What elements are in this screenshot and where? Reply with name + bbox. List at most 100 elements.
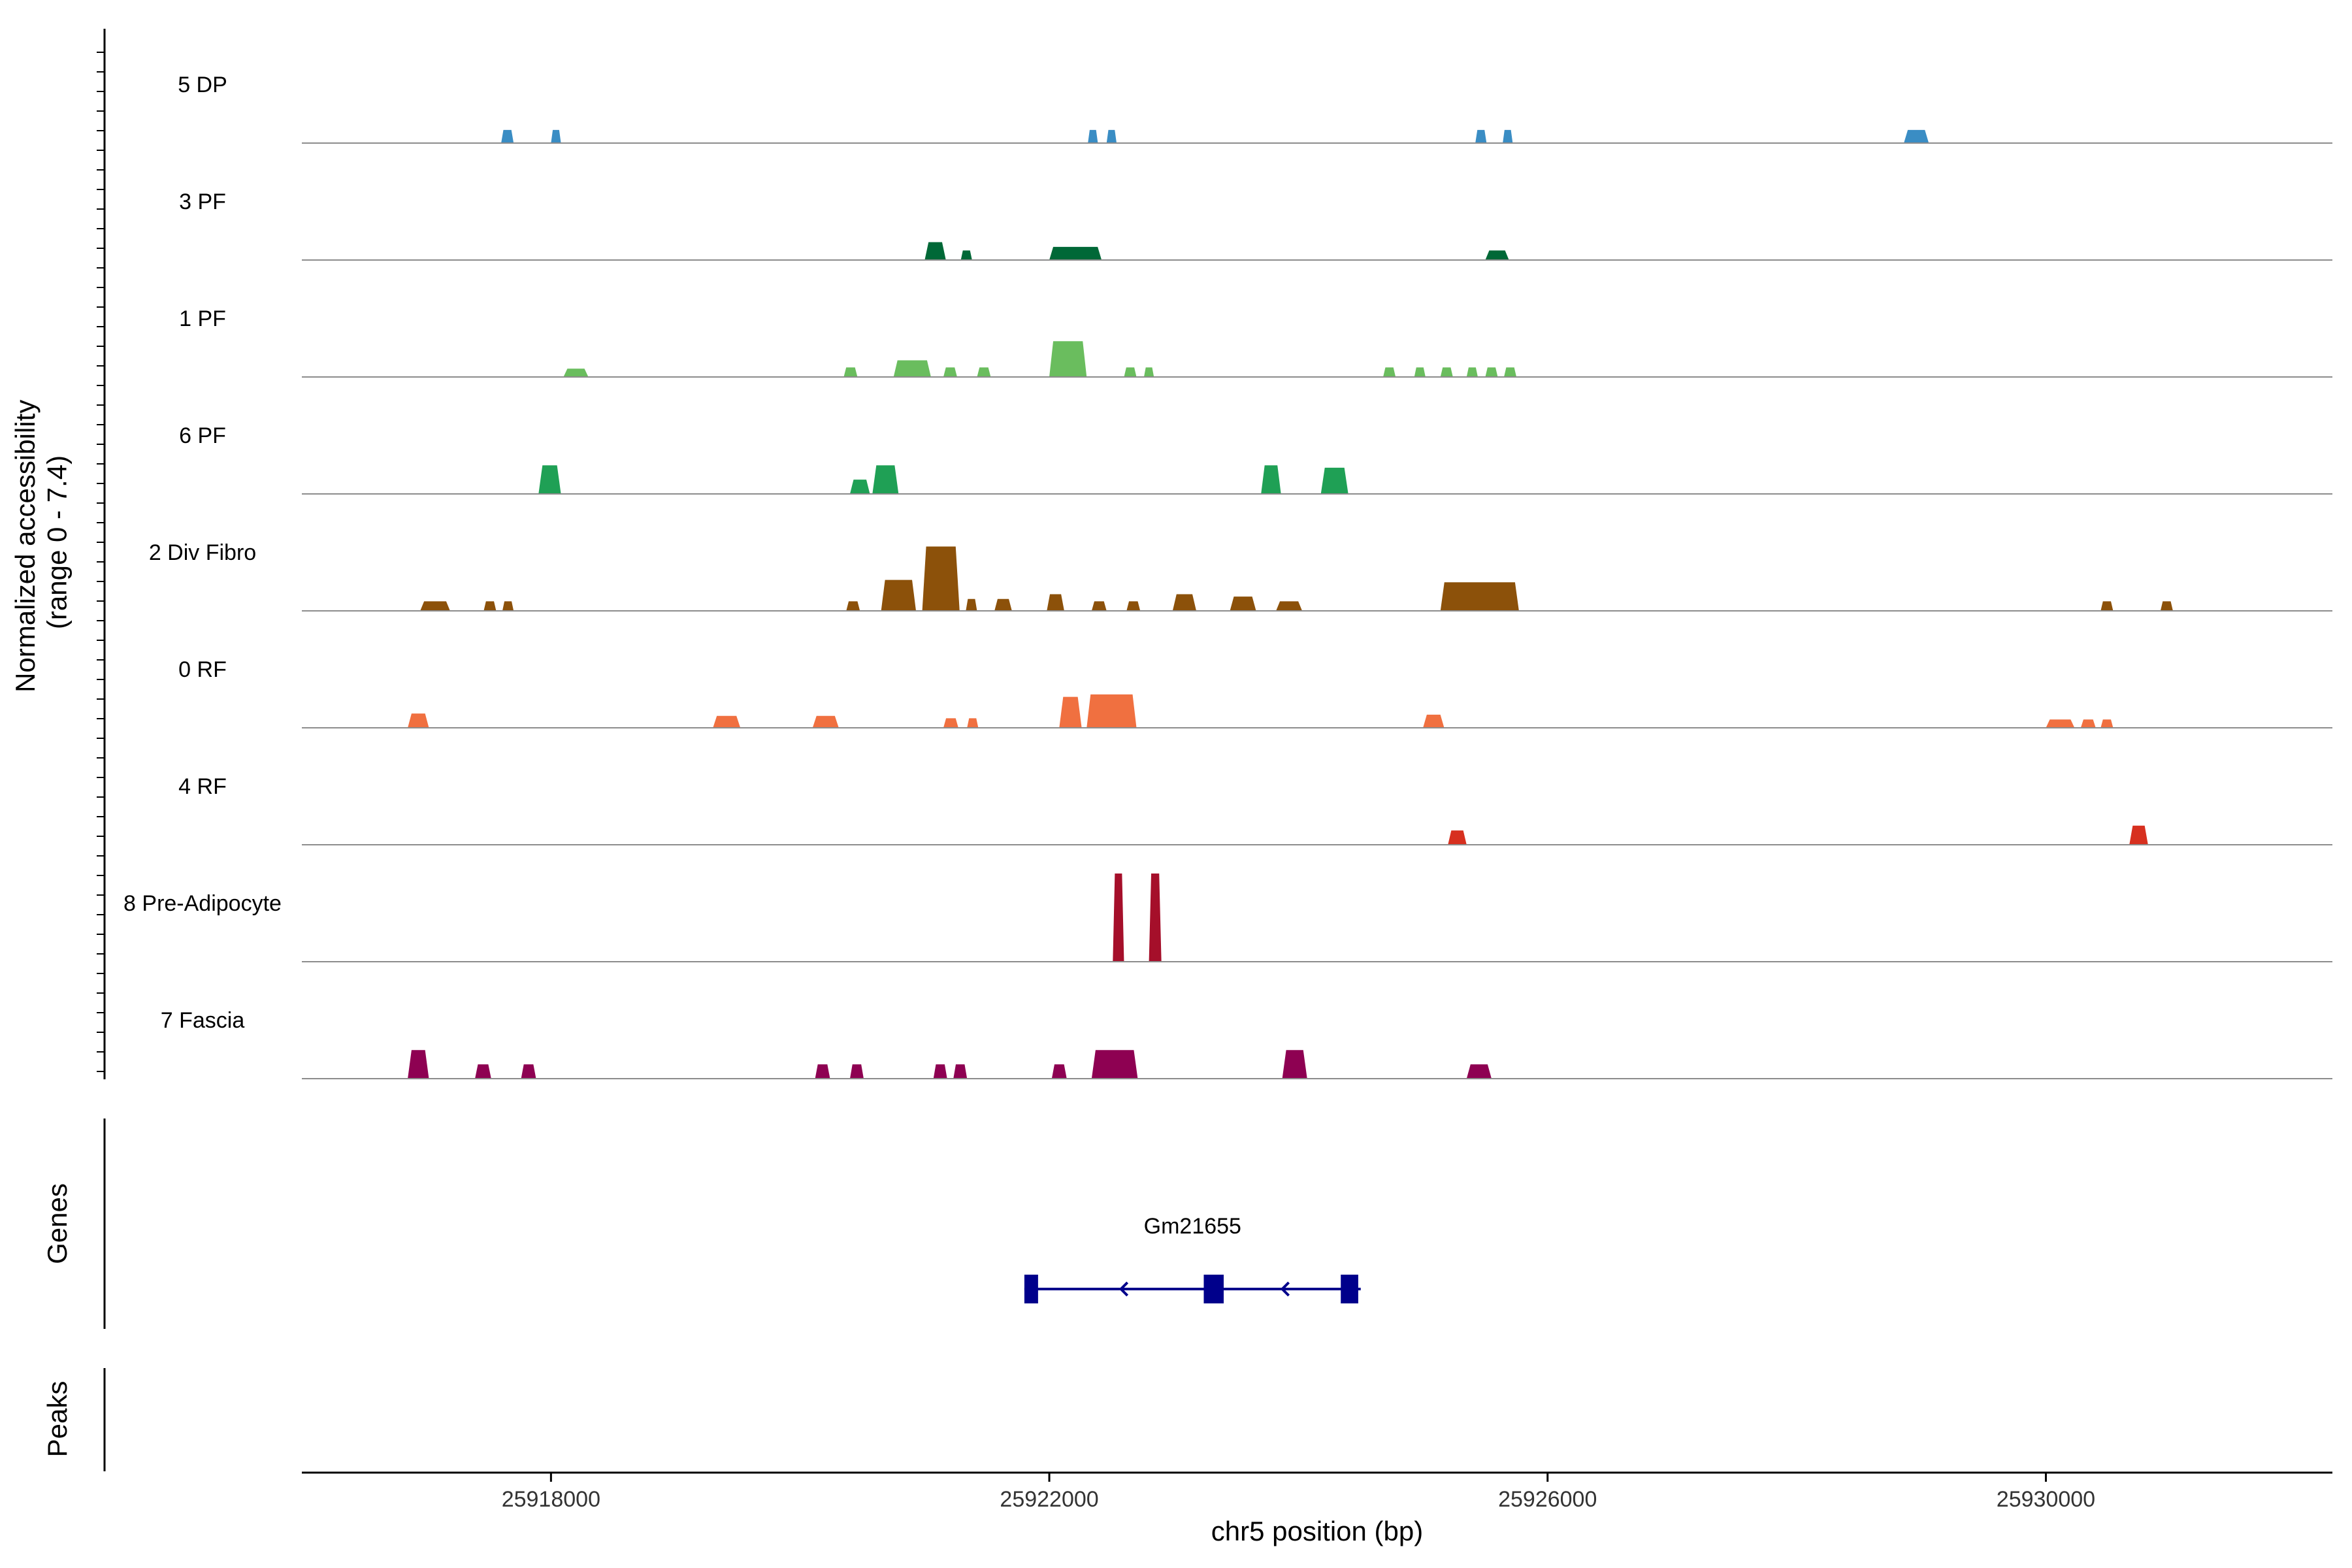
coverage-peak [2129,825,2148,845]
coverage-peak [1113,874,1124,962]
coverage-peak [881,580,917,611]
y-axis-title-line-1: Normalized accessibility [10,400,41,693]
coverage-peak [1440,582,1519,611]
track-label: 2 Div Fibro [149,540,256,565]
coverage-peak [501,129,514,143]
coverage-peak [1172,594,1197,611]
track-0-rf: 0 RF [178,657,2332,728]
strand-arrow [1119,1281,1129,1297]
y-axis-title: Normalized accessibility (range 0 - 7.4) [10,392,72,693]
coverage-peak [563,368,589,377]
track-4-rf: 4 RF [178,774,2332,845]
coverage-peak [551,129,561,143]
gene-exon [1341,1275,1358,1303]
coverage-peak [922,546,960,611]
coverage-peak [1485,367,1498,377]
coverage-peak [1230,596,1256,611]
track-label: 7 Fascia [161,1008,245,1033]
coverage-peak [943,367,957,377]
coverage-peak [1088,129,1098,143]
coverage-peak [977,367,991,377]
coverage-peak [967,718,979,728]
track-2-div-fibro: 2 Div Fibro [149,540,2332,612]
coverage-peak [1124,367,1137,377]
track-label: 0 RF [178,657,227,682]
x-axis: 25918000 25922000 25926000 25930000 [302,1471,2332,1512]
track-label: 8 Pre-Adipocyte [123,891,282,916]
coverage-tracks: 5 DP 3 PF 1 PF 6 PF 2 Div Fibro 0 RF 4 RF 8 Pre… [123,73,2332,1079]
coverage-peak [713,715,741,728]
coverage-peak [502,601,514,611]
coverage-peak [408,713,429,728]
peaks-panel: Peaks [42,1368,106,1471]
coverage-peak [408,1050,429,1079]
coverage-peak [1475,129,1487,143]
coverage-peak [872,465,899,494]
genes-panel: Genes Gm21655 [42,1119,1361,1329]
coverage-peak [1282,1050,1307,1079]
coverage-peak [849,480,870,494]
coverage-peak [2046,719,2075,728]
coverage-peak [843,367,858,377]
track-6-pf: 6 PF [179,423,2332,495]
coverage-peak [960,250,972,260]
coverage-peak [924,242,946,260]
coverage-peak [2080,719,2096,728]
coverage-peak [815,1064,830,1079]
coverage-peak [1466,1064,1492,1079]
coverage-peak [1051,1064,1067,1079]
gene-exon [1024,1275,1038,1303]
coverage-peak [483,601,497,611]
coverage-peak [1503,129,1513,143]
coverage-peak [1086,694,1137,728]
coverage-peak [1126,601,1141,611]
x-axis-title: chr5 position (bp) [1211,1516,1424,1546]
coverage-peak [2160,601,2173,611]
coverage-peak [521,1064,536,1079]
coverage-peak [933,1064,947,1079]
track-7-fascia: 7 Fascia [161,1008,2332,1079]
coverage-y-axis [97,29,106,1079]
x-tick-label: 25930000 [1997,1487,2095,1512]
track-label: 4 RF [178,774,227,799]
coverage-peak [1276,601,1303,611]
coverage-peak [1047,594,1064,611]
track-3-pf: 3 PF [179,189,2332,261]
y-axis-title-line-2: (range 0 - 7.4) [42,455,73,629]
coverage-peak [1320,467,1348,494]
coverage-peak [1448,830,1467,845]
peaks-panel-title: Peaks [42,1381,73,1458]
coverage-peak [1149,874,1162,962]
genes-panel-title: Genes [42,1183,73,1264]
track-label: 3 PF [179,189,226,214]
coverage-peak [1143,367,1154,377]
coverage-peak [1091,1050,1138,1079]
coverage-peak [1261,465,1281,494]
coverage-peak [1059,696,1082,728]
coverage-peak [475,1064,491,1079]
track-8-pre-adipocyte: 8 Pre-Adipocyte [123,874,2332,962]
coverage-peak [2100,719,2114,728]
coverage-peak [1504,367,1517,377]
gene-label: Gm21655 [1144,1214,1241,1239]
coverage-peak [812,715,839,728]
track-label: 6 PF [179,423,226,448]
coverage-peak [1106,129,1117,143]
coverage-peak [1414,367,1426,377]
coverage-peak [943,718,958,728]
coverage-peak [846,601,860,611]
coverage-peak [420,601,450,611]
track-5-dp: 5 DP [178,73,2332,144]
track-label: 1 PF [179,306,226,331]
coverage-peak [2100,601,2114,611]
x-tick-label: 25922000 [1000,1487,1098,1512]
strand-arrow [1280,1281,1290,1297]
gene-exon [1203,1275,1224,1303]
coverage-peak [994,598,1012,611]
track-label: 5 DP [178,73,227,97]
gene-model: Gm21655 [1024,1214,1361,1303]
coverage-peak [953,1064,968,1079]
coverage-peak [1049,341,1087,377]
coverage-peak [849,1064,864,1079]
